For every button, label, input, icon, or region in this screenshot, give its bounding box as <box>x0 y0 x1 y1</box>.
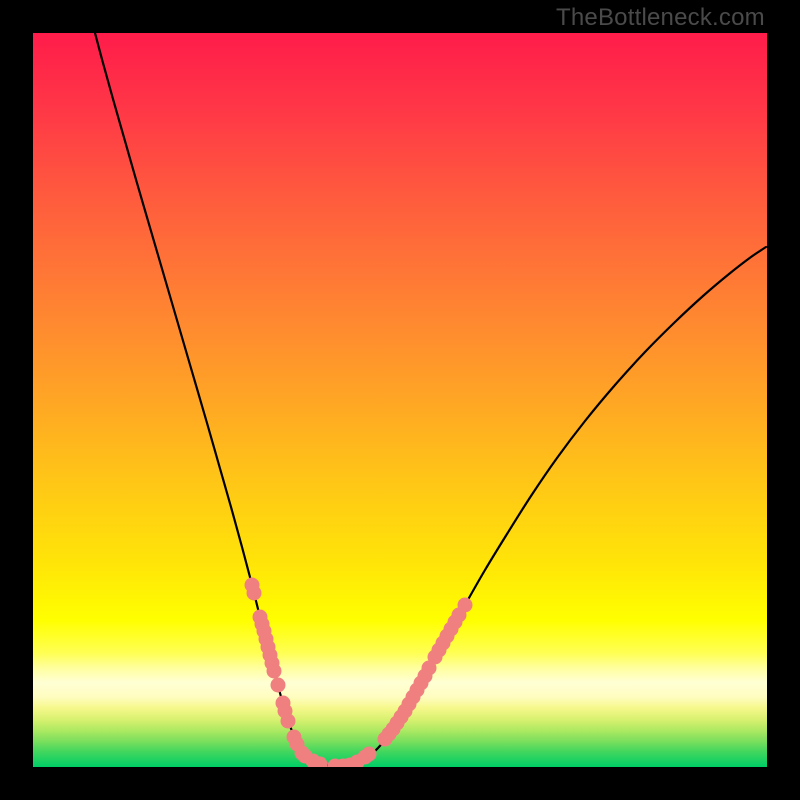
scatter-point <box>267 664 282 679</box>
scatter-point <box>247 586 262 601</box>
scatter-point <box>271 678 286 693</box>
scatter-point <box>281 714 296 729</box>
plot-area <box>33 33 767 767</box>
scatter-point <box>458 598 473 613</box>
scatter-points <box>245 578 473 768</box>
bottleneck-curve-chart <box>33 33 767 767</box>
watermark-text: TheBottleneck.com <box>556 4 765 32</box>
scatter-point <box>362 747 377 762</box>
